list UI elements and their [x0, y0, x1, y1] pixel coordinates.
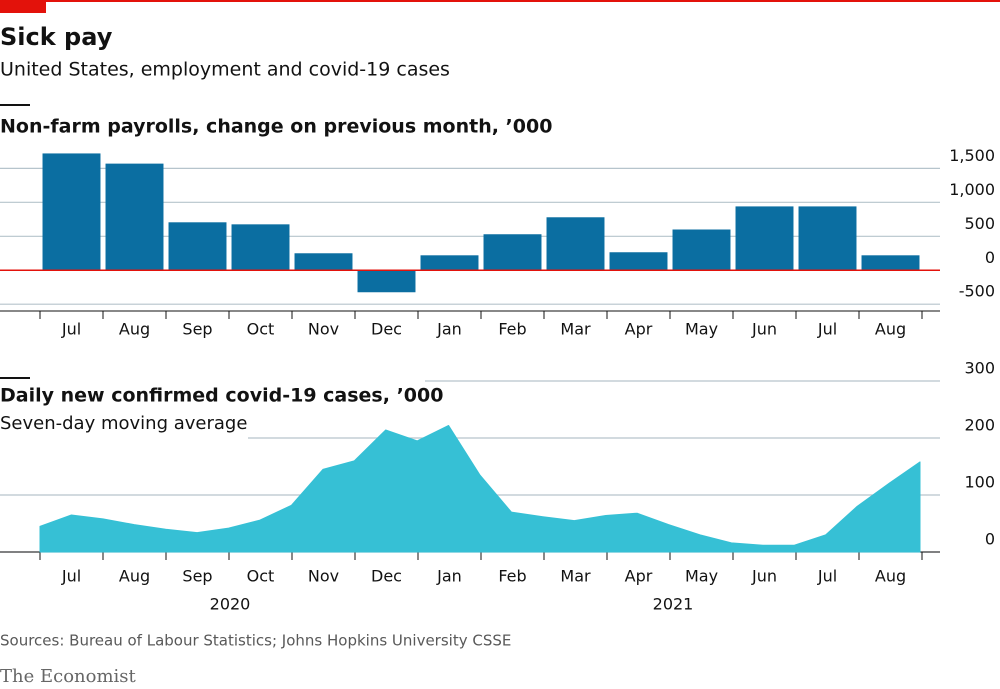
x-tick-label: Aug	[875, 320, 906, 339]
x-tick-label: May	[685, 320, 718, 339]
bar	[294, 253, 353, 271]
x-tick-label: Aug	[119, 567, 150, 586]
x-tick-label: Sep	[182, 567, 212, 586]
bar	[105, 163, 164, 271]
top-rule	[0, 0, 1000, 2]
x-tick-label: Jul	[817, 320, 837, 339]
panel-subtitle: Seven-day moving average	[0, 413, 247, 434]
x-tick-label: Dec	[371, 567, 402, 586]
bar	[42, 153, 101, 271]
y-tick-label: 300	[964, 359, 995, 378]
subtitle: United States, employment and covid-19 c…	[0, 59, 450, 81]
bar	[735, 206, 794, 271]
y-tick-label: 1,500	[949, 146, 995, 165]
panel-title: Non-farm payrolls, change on previous mo…	[0, 116, 552, 138]
rule	[0, 104, 30, 106]
bar	[546, 217, 605, 271]
x-tick-label: Feb	[498, 567, 526, 586]
x-tick-label: Mar	[560, 320, 591, 339]
bar	[168, 222, 227, 271]
x-tick-label: Apr	[625, 320, 653, 339]
bar	[357, 270, 416, 293]
panel-title: Daily new confirmed covid-19 cases, ’000	[0, 385, 443, 407]
bar	[483, 234, 542, 271]
x-tick-label: Jul	[61, 567, 81, 586]
x-tick-label: Jan	[436, 567, 462, 586]
x-tick-label: Sep	[182, 320, 212, 339]
x-tick-label: Jun	[751, 320, 777, 339]
x-tick-label: Apr	[625, 567, 653, 586]
bar	[231, 224, 290, 271]
x-tick-label: May	[685, 567, 718, 586]
y-tick-label: 500	[964, 214, 995, 233]
bar	[798, 206, 857, 271]
x-tick-label: Jul	[61, 320, 81, 339]
brand: The Economist	[0, 666, 137, 687]
y-tick-label: -500	[959, 282, 995, 301]
y-tick-label: 200	[964, 416, 995, 435]
x-tick-label: Mar	[560, 567, 591, 586]
x-tick-label: Oct	[247, 567, 275, 586]
x-tick-label: Dec	[371, 320, 402, 339]
bar	[420, 255, 479, 271]
x-tick-label: Jul	[817, 567, 837, 586]
year-label: 2020	[210, 595, 251, 614]
x-tick-label: Nov	[308, 320, 339, 339]
x-tick-label: Nov	[308, 567, 339, 586]
red-tab	[0, 0, 46, 13]
x-tick-label: Jun	[751, 567, 777, 586]
y-tick-label: 1,000	[949, 180, 995, 199]
y-tick-label: 100	[964, 473, 995, 492]
y-tick-label: 0	[985, 530, 995, 549]
bar	[609, 252, 668, 271]
rule	[0, 377, 30, 379]
year-label: 2021	[653, 595, 694, 614]
x-tick-label: Oct	[247, 320, 275, 339]
x-tick-label: Feb	[498, 320, 526, 339]
bar	[672, 229, 731, 271]
bar	[861, 255, 920, 271]
title: Sick pay	[0, 23, 113, 51]
source: Sources: Bureau of Labour Statistics; Jo…	[0, 632, 511, 650]
y-tick-label: 0	[985, 248, 995, 267]
x-tick-label: Jan	[436, 320, 462, 339]
x-tick-label: Aug	[119, 320, 150, 339]
x-tick-label: Aug	[875, 567, 906, 586]
area	[39, 425, 921, 553]
